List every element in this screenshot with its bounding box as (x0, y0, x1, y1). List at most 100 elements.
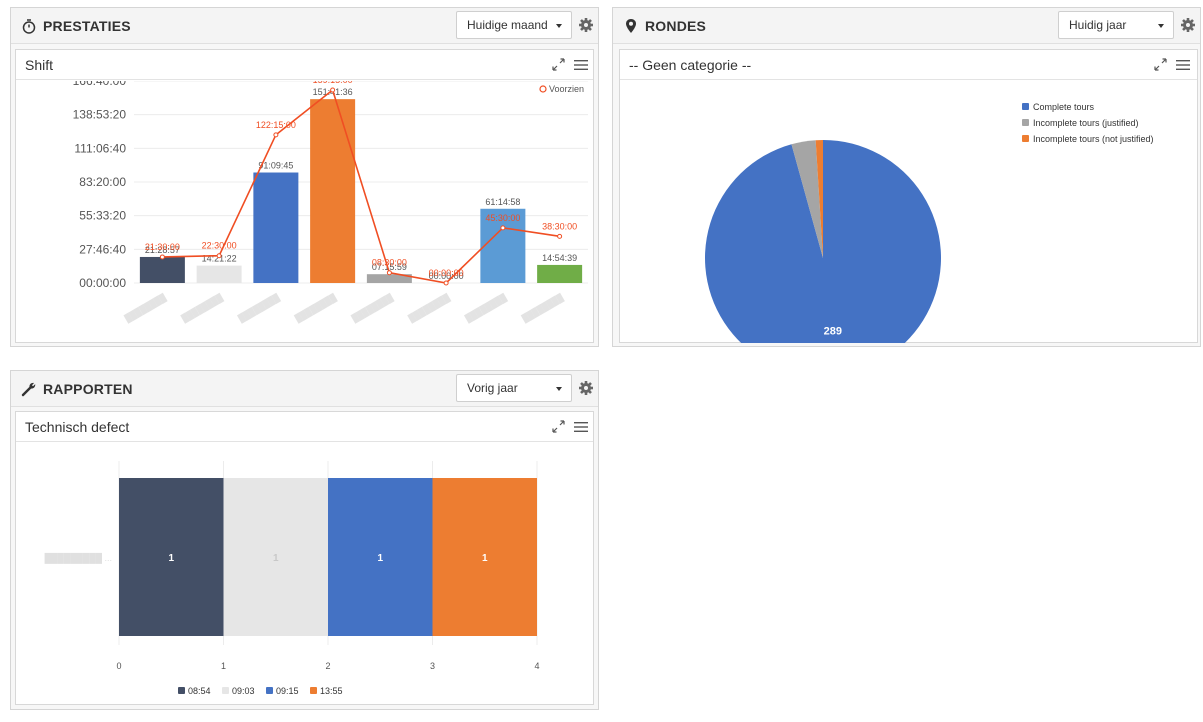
menu-icon[interactable] (1176, 59, 1190, 71)
legend-swatch (1022, 135, 1029, 142)
panel-header: Shift (16, 50, 593, 80)
dropdown-value: Huidige maand (467, 18, 548, 32)
panel-title: -- Geen categorie -- (629, 57, 752, 73)
pie-slice (791, 140, 823, 258)
line-value-label: 45:30:00 (485, 213, 520, 223)
rapporten-header: RAPPORTEN Vorig jaar (11, 371, 598, 407)
expand-icon[interactable] (1154, 58, 1167, 71)
legend-label: Complete tours (1033, 102, 1095, 112)
pie-data-label: 289 (824, 325, 842, 337)
rapporten-widget: RAPPORTEN Vorig jaar Technisch defect 0 1… (10, 370, 599, 710)
bar-value-label: 21:28:57 (145, 245, 180, 255)
widget-title: RAPPORTEN (43, 381, 133, 397)
legend-swatch (222, 687, 229, 694)
period-dropdown[interactable]: Huidige maand (456, 11, 572, 39)
bar-value-label: 14:54:39 (542, 253, 577, 263)
shift-chart-panel: Shift 166:40:00 138:53:20 111:06:40 83:20:0… (15, 49, 594, 343)
shift-chart: 166:40:00 138:53:20 111:06:40 83:20:00 55:33… (73, 81, 588, 324)
widget-title: PRESTATIES (43, 18, 131, 34)
bar-value-label: 91:09:45 (258, 161, 293, 171)
y-tick-label: 83:20:00 (79, 175, 126, 189)
chevron-down-icon (556, 387, 562, 391)
line-point (159, 254, 165, 260)
chevron-down-icon (1158, 24, 1164, 28)
y-tick-label: 111:06:40 (74, 141, 126, 155)
y-tick-label: 138:53:20 (73, 108, 127, 122)
panel-header: Technisch defect (16, 412, 593, 442)
x-tick-label: 1 (221, 661, 226, 671)
legend-swatch (178, 687, 185, 694)
x-tick-label: 2 (325, 661, 330, 671)
pie-slice (815, 140, 823, 258)
menu-icon[interactable] (574, 421, 588, 433)
legend-label: 13:55 (320, 686, 343, 696)
map-pin-icon (626, 19, 636, 33)
prestaties-widget: PRESTATIES Huidige maand Shift 166:40:00… (10, 7, 599, 347)
bar-value-label: 14:21:22 (202, 254, 237, 264)
line-point (330, 87, 336, 93)
bar (196, 265, 242, 283)
legend-label: 09:03 (232, 686, 255, 696)
legend-swatch (310, 687, 317, 694)
legend-label: Incomplete tours (not justified) (1033, 134, 1154, 144)
expand-icon[interactable] (552, 58, 565, 71)
line-point (216, 253, 222, 259)
wrench-icon (21, 382, 36, 397)
line-value-label: 122:15:00 (256, 120, 296, 130)
legend-label: Voorzien (549, 84, 584, 94)
segment-data-label: 1 (273, 553, 279, 564)
pie-slice (705, 140, 941, 343)
bar-segment (432, 478, 537, 636)
panel-header: -- Geen categorie -- (620, 50, 1197, 80)
x-tick-label: 0 (116, 661, 121, 671)
y-tick-label: 27:46:40 (79, 242, 126, 256)
panel-title: Technisch defect (25, 419, 130, 435)
widget-title: RONDES (645, 18, 707, 34)
line-value-label: 21:30:00 (145, 242, 180, 252)
period-dropdown[interactable]: Huidig jaar (1058, 11, 1174, 39)
dropdown-value: Huidig jaar (1069, 18, 1127, 32)
line-point (557, 233, 563, 239)
segment-data-label: 1 (377, 553, 383, 564)
gear-icon[interactable] (1180, 17, 1196, 33)
bar (537, 264, 583, 283)
legend-label: 09:15 (276, 686, 299, 696)
defect-bar-chart: 0 1 2 3 4 1 1 1 1 █████████ ... 08:54 09:03 09:15 13:… (45, 461, 540, 696)
dropdown-value: Vorig jaar (467, 381, 518, 395)
category-label: ████████ (293, 292, 338, 324)
tours-pie-chart: 289 Complete tours Incomplete tours (justi… (705, 102, 1154, 343)
line-value-label: 38:30:00 (542, 221, 577, 231)
category-label: ████████ (520, 292, 565, 324)
period-dropdown[interactable]: Vorig jaar (456, 374, 572, 402)
rondes-widget: RONDES Huidig jaar -- Geen categorie -- … (612, 7, 1201, 347)
prestaties-header: PRESTATIES Huidige maand (11, 8, 598, 44)
category-label: ████████ (237, 292, 282, 324)
x-tick-label: 3 (430, 661, 435, 671)
legend-swatch (1022, 119, 1029, 126)
line-point (386, 270, 392, 276)
bar (253, 172, 299, 283)
gear-icon[interactable] (578, 380, 594, 396)
line-value-label: 08:30:00 (372, 258, 407, 268)
legend-marker (539, 85, 547, 93)
chevron-down-icon (556, 24, 562, 28)
category-label: ████████ (407, 292, 452, 324)
gear-icon[interactable] (578, 17, 594, 33)
bar-segment (119, 478, 224, 636)
legend-label: 08:54 (188, 686, 211, 696)
legend-swatch (266, 687, 273, 694)
category-label: █████████ ... (45, 552, 112, 564)
y-tick-label: 55:33:20 (79, 209, 126, 223)
expand-icon[interactable] (552, 420, 565, 433)
bar (139, 256, 185, 283)
menu-icon[interactable] (574, 59, 588, 71)
y-tick-label: 166:40:00 (73, 81, 127, 88)
line-point (443, 280, 449, 286)
line-point (273, 132, 279, 138)
bar-segment (223, 478, 328, 636)
segment-data-label: 1 (168, 553, 174, 564)
line-point (500, 225, 506, 231)
defect-chart-panel: Technisch defect 0 1 2 3 4 1 1 1 1 █████████ ... 0… (15, 411, 594, 705)
line-value-label: 159:15:00 (313, 81, 353, 85)
panel-title: Shift (25, 57, 54, 73)
